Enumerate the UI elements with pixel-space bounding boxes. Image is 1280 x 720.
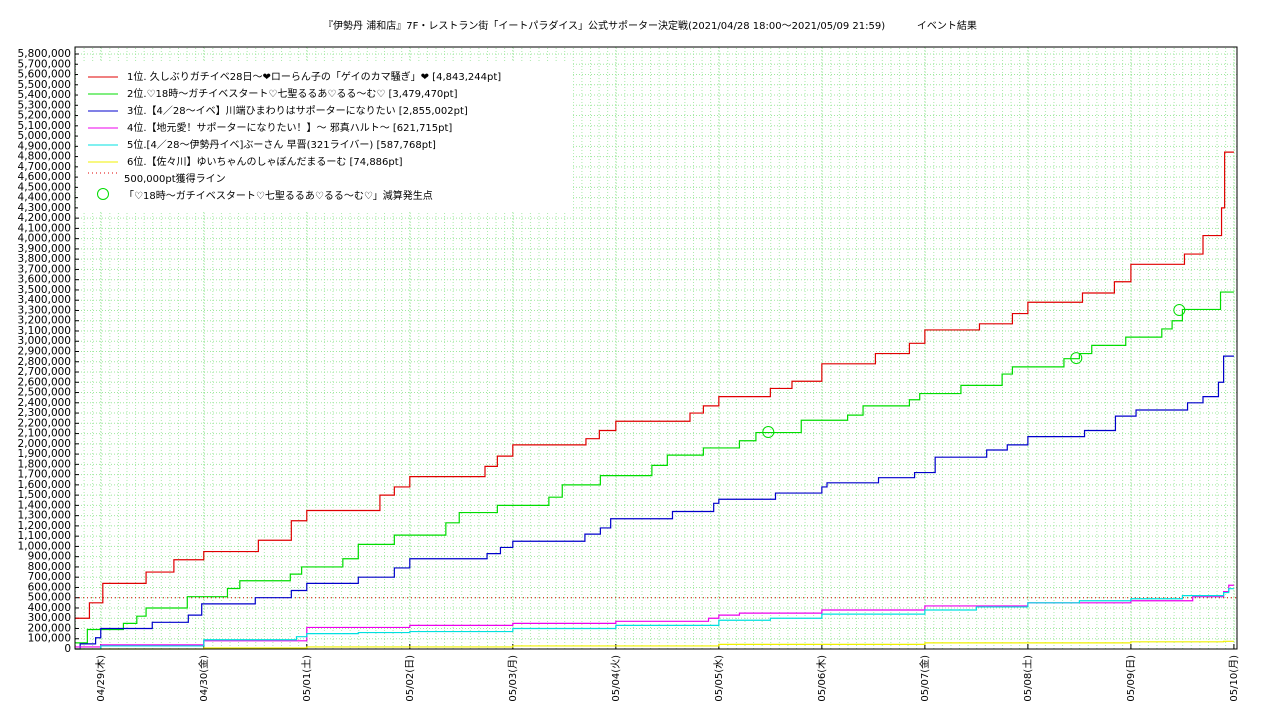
legend-label: 5位.[4／28〜伊勢丹イベ]ぶーさん 早晋(321ライバー) [587,768… [127, 138, 436, 151]
x-tick-label: 05/07(金) [918, 655, 931, 702]
x-tick-label: 05/03(月) [507, 655, 519, 702]
y-tick-label: 1,500,000 [18, 489, 71, 501]
y-tick-label: 3,000,000 [18, 335, 71, 347]
y-tick-label: 500,000 [28, 592, 71, 604]
y-tick-label: 5,600,000 [18, 69, 71, 81]
y-tick-label: 4,100,000 [18, 222, 71, 234]
y-tick-label: 5,300,000 [18, 99, 71, 111]
legend-label: 4位.【地元愛！サポーターになりたい！】〜 邪真ハルト〜 [621,715pt] [127, 121, 452, 134]
y-tick-label: 700,000 [28, 571, 71, 583]
series-line [75, 588, 1234, 650]
x-tick-label: 04/29(木) [95, 655, 107, 702]
plot-area [75, 47, 1237, 650]
y-tick-label: 3,300,000 [18, 304, 71, 316]
y-tick-label: 3,100,000 [18, 325, 71, 337]
y-tick-label: 100,000 [28, 633, 71, 645]
y-tick-label: 4,800,000 [18, 151, 71, 163]
x-tick-label: 05/06(木) [816, 655, 828, 702]
x-tick-label: 05/01(土) [300, 655, 313, 702]
y-tick-label: 300,000 [28, 612, 71, 624]
legend-label: 3位.【4／28〜イベ】川端ひまわりはサポーターになりたい [2,855,002… [127, 104, 468, 117]
legend-label: 2位.♡18時〜ガチイベスタート♡七聖るるあ♡るる〜む♡ [3,479,470p… [127, 87, 458, 100]
y-tick-label: 5,700,000 [18, 58, 71, 70]
plot-frame [74, 46, 1238, 650]
y-tick-label: 900,000 [28, 551, 71, 563]
y-tick-label: 4,400,000 [18, 192, 71, 204]
x-tick-label: 04/30(金) [197, 655, 210, 702]
series-line [75, 640, 1234, 650]
y-tick-label: 1,200,000 [18, 520, 71, 532]
y-tick-label: 200,000 [28, 622, 71, 634]
y-tick-label: 1,800,000 [18, 458, 71, 470]
y-tick-label: 4,900,000 [18, 140, 71, 152]
y-tick-label: 3,400,000 [18, 294, 71, 306]
y-tick-label: 600,000 [28, 581, 71, 593]
y-tick-label: 3,600,000 [18, 274, 71, 286]
y-tick-label: 2,100,000 [18, 428, 71, 440]
marker [762, 426, 775, 439]
legend: 1位. 久しぶりガチイベ28日〜❤ローらん子の「ゲイのカマ騒ぎ」❤ [4,843… [88, 70, 501, 202]
x-tick-label: 05/05(水) [713, 655, 725, 702]
series-line [75, 151, 1234, 619]
y-tick-label: 4,500,000 [18, 181, 71, 193]
y-tick-label: 5,500,000 [18, 79, 71, 91]
chart-title: 『伊勢丹 浦和店』7F・レストラン街「イートパラダイス」公式サポーター決定戦(2… [323, 19, 977, 32]
x-tick-label: 05/09(日) [1126, 655, 1137, 702]
y-tick-label: 2,600,000 [18, 376, 71, 388]
y-tick-label: 2,500,000 [18, 387, 71, 399]
y-tick-label: 2,700,000 [18, 366, 71, 378]
y-tick-label: 2,000,000 [18, 438, 71, 450]
marker [1173, 304, 1186, 317]
y-tick-label: 2,900,000 [18, 346, 71, 358]
y-tick-label: 1,400,000 [18, 499, 71, 511]
legend-label: 1位. 久しぶりガチイベ28日〜❤ローらん子の「ゲイのカマ騒ぎ」❤ [4,843… [127, 70, 501, 83]
y-tick-label: 4,700,000 [18, 161, 71, 173]
y-tick-label: 5,400,000 [18, 89, 71, 101]
x-tick-label: 05/08(土) [1021, 655, 1034, 702]
y-tick-label: 5,100,000 [18, 120, 71, 132]
y-tick-label: 3,700,000 [18, 263, 71, 275]
y-tick-label: 5,800,000 [18, 48, 71, 60]
y-tick-label: 2,400,000 [18, 397, 71, 409]
y-tick-label: 1,600,000 [18, 479, 71, 491]
y-tick-label: 3,900,000 [18, 243, 71, 255]
series-line [75, 291, 1234, 644]
y-tick-label: 1,300,000 [18, 510, 71, 522]
y-tick-label: 4,600,000 [18, 171, 71, 183]
y-tick-label: 4,200,000 [18, 212, 71, 224]
marker [1070, 352, 1083, 365]
y-tick-label: 3,500,000 [18, 284, 71, 296]
y-tick-label: 1,100,000 [18, 530, 71, 542]
legend-box [78, 62, 573, 212]
legend-label: 「♡18時〜ガチイベスタート♡七聖るるあ♡るる〜む♡」減算発生点 [124, 189, 433, 202]
y-tick-label: 2,200,000 [18, 417, 71, 429]
y-tick-label: 3,200,000 [18, 315, 71, 327]
legend-swatch [97, 188, 109, 200]
y-tick-label: 5,200,000 [18, 110, 71, 122]
y-tick-label: 800,000 [28, 561, 71, 573]
y-tick-label: 2,800,000 [18, 356, 71, 368]
x-tick-label: 05/10(月) [1228, 655, 1240, 702]
legend-label: 6位.【佐々川】ゆいちゃんのしゃぼんだまるーむ [74,886pt] [127, 155, 403, 168]
legend-label: 500,000pt獲得ライン [124, 172, 226, 185]
x-tick-label: 05/04(火) [610, 655, 622, 702]
y-tick-label: 1,000,000 [18, 540, 71, 552]
y-tick-label: 4,000,000 [18, 233, 71, 245]
y-tick-label: 1,900,000 [18, 448, 71, 460]
x-tick-label: 05/02(日) [405, 655, 416, 702]
series-line [75, 355, 1234, 650]
y-tick-label: 5,000,000 [18, 130, 71, 142]
y-tick-label: 400,000 [28, 602, 71, 614]
y-tick-label: 0 [64, 643, 71, 655]
y-tick-label: 1,700,000 [18, 469, 71, 481]
y-tick-label: 3,800,000 [18, 253, 71, 265]
y-tick-label: 4,300,000 [18, 202, 71, 214]
y-tick-label: 2,300,000 [18, 407, 71, 419]
